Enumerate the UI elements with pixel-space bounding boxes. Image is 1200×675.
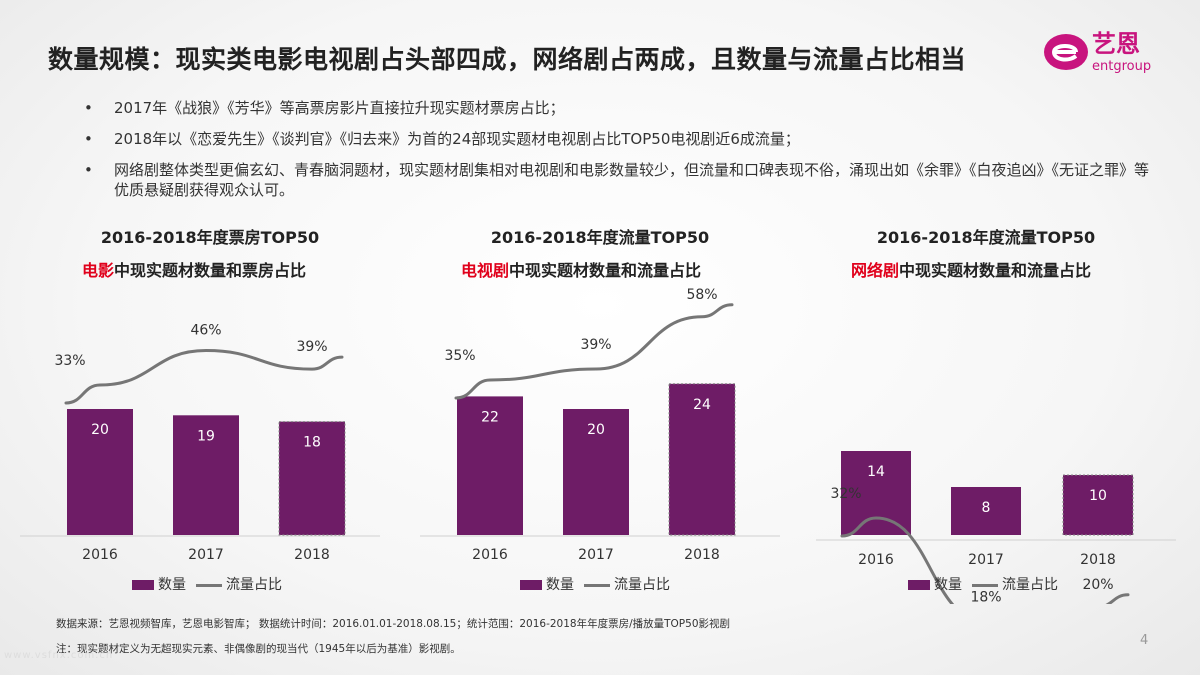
- tv-drama-chart: 2016-2018年度流量TOP50 电视剧中现实题材数量和流量占比 22 201…: [410, 224, 790, 604]
- bar-2018: [668, 383, 736, 536]
- share-line: [454, 303, 734, 400]
- legend-bar-label: 数量: [934, 577, 962, 593]
- chart-subtitle-highlight: 电影: [82, 261, 115, 280]
- logo-subtext: entgroup: [1092, 59, 1151, 74]
- bar-value-label: 20: [587, 422, 605, 438]
- bullet-text: 网络剧整体类型更偏玄幻、青春脑洞题材，现实题材剧集相对电视剧和电影数量较少，但流…: [114, 161, 1150, 199]
- chart-subtitle-rest: 中现实题材数量和流量占比: [899, 261, 1092, 280]
- bar-value-label: 19: [197, 428, 215, 444]
- bar-value-label: 10: [1089, 488, 1107, 504]
- category-tick-label: 2017: [968, 552, 1004, 568]
- share-line: [840, 516, 1130, 604]
- legend-bar-swatch: [520, 580, 542, 590]
- chart-plot: 14 2016 8 2017 10 2018 32% 18% 20%: [816, 451, 1176, 604]
- bullet-dot: •: [84, 99, 93, 117]
- bullet-list: • 2017年《战狼》《芳华》等高票房影片直接拉升现实题材票房占比； • 201…: [84, 98, 1154, 211]
- chart-title: 2016-2018年度票房TOP50: [100, 228, 320, 247]
- logo-text: 艺恩: [1092, 30, 1140, 58]
- bar-2017: [951, 487, 1021, 535]
- chart-subtitle: 电影中现实题材数量和票房占比: [82, 257, 306, 281]
- chart-subtitle-highlight: 网络剧: [851, 261, 900, 280]
- bar-value-label: 22: [481, 409, 499, 425]
- category-tick-label: 2016: [858, 552, 894, 568]
- chart-subtitle-rest: 中现实题材数量和流量占比: [509, 261, 702, 280]
- category-tick-label: 2016: [472, 547, 508, 563]
- bullet-item: • 2017年《战狼》《芳华》等高票房影片直接拉升现实题材票房占比；: [84, 98, 1154, 118]
- legend-line-swatch: [584, 583, 610, 587]
- share-value-label: 20%: [1082, 577, 1113, 593]
- legend-line-swatch: [196, 583, 222, 587]
- chart-subtitle-rest: 中现实题材数量和票房占比: [114, 261, 307, 280]
- bar-value-label: 24: [693, 397, 711, 413]
- share-value-label: 32%: [830, 486, 861, 502]
- chart-subtitle-highlight: 电视剧: [461, 261, 510, 280]
- page-number: 4: [1140, 633, 1149, 648]
- bar-2017: [173, 415, 239, 535]
- bar-2018: [278, 421, 346, 536]
- legend-bar-label: 数量: [158, 577, 186, 593]
- bullet-dot: •: [84, 130, 93, 148]
- page-title: 数量规模：现实类电影电视剧占头部四成，网络剧占两成，且数量与流量占比相当: [48, 45, 967, 74]
- legend-bar-swatch: [132, 580, 154, 590]
- share-value-label: 39%: [580, 337, 611, 353]
- category-tick-label: 2016: [82, 547, 118, 563]
- chart-title: 2016-2018年度流量TOP50: [876, 228, 1096, 247]
- chart-legend: 数量 流量占比: [908, 574, 1058, 594]
- bar-value-label: 8: [982, 500, 991, 516]
- chart-legend: 数量 流量占比: [520, 574, 670, 594]
- legend-bar-swatch: [908, 580, 930, 590]
- chart-subtitle: 网络剧中现实题材数量和流量占比: [851, 257, 1091, 281]
- category-tick-label: 2018: [684, 547, 720, 563]
- share-line: [64, 349, 344, 405]
- bar-2017: [563, 409, 629, 535]
- definition-note: 注：现实题材定义为无超现实元素、非偶像剧的现当代（1945年以后为基准）影视剧。: [56, 643, 461, 655]
- bar-2016: [457, 396, 523, 535]
- bar-value-label: 14: [867, 464, 885, 480]
- chart-legend: 数量 流量占比: [132, 574, 282, 594]
- legend-line-swatch: [972, 583, 998, 587]
- bullet-item: • 网络剧整体类型更偏玄幻、青春脑洞题材，现实题材剧集相对电视剧和电影数量较少，…: [84, 160, 1154, 200]
- legend-line-label: 流量占比: [1002, 577, 1058, 593]
- share-value-label: 35%: [444, 348, 475, 364]
- bullet-text: 2018年以《恋爱先生》《谈判官》《归去来》为首的24部现实题材电视剧占比TOP…: [114, 130, 800, 148]
- bullet-item: • 2018年以《恋爱先生》《谈判官》《归去来》为首的24部现实题材电视剧占比T…: [84, 129, 1154, 149]
- web-drama-chart: 2016-2018年度流量TOP50 网络剧中现实题材数量和流量占比 14 201…: [796, 224, 1176, 604]
- bar-2016: [841, 451, 911, 535]
- category-tick-label: 2018: [1080, 552, 1116, 568]
- category-tick-label: 2018: [294, 547, 330, 563]
- category-tick-label: 2017: [578, 547, 614, 563]
- bar-value-label: 18: [303, 435, 321, 451]
- bar-2016: [67, 409, 133, 535]
- bar-value-label: 20: [91, 422, 109, 438]
- bullet-text: 2017年《战狼》《芳华》等高票房影片直接拉升现实题材票房占比；: [114, 99, 565, 117]
- watermark: www.vsfnx.com.cn: [4, 650, 114, 661]
- entgroup-logo: 艺恩 entgroup: [1044, 30, 1151, 74]
- share-value-label: 39%: [296, 339, 327, 355]
- share-value-label: 33%: [54, 353, 85, 369]
- share-value-label: 46%: [190, 323, 221, 339]
- bar-2018: [1062, 474, 1134, 536]
- share-value-label: 18%: [970, 590, 1001, 604]
- bullet-dot: •: [84, 161, 93, 179]
- chart-title: 2016-2018年度流量TOP50: [490, 228, 710, 247]
- chart-plot: 20 2016 19 2017 18 2018 33% 46% 39%: [20, 323, 380, 563]
- data-source-note: 数据来源：艺恩视频智库，艺恩电影智库； 数据统计时间：2016.01.01-20…: [56, 618, 731, 630]
- legend-line-label: 流量占比: [226, 577, 282, 593]
- legend-bar-label: 数量: [546, 577, 574, 593]
- legend-line-label: 流量占比: [614, 577, 670, 593]
- chart-subtitle: 电视剧中现实题材数量和流量占比: [461, 257, 701, 281]
- chart-plot: 22 2016 20 2017 24 2018 35% 39% 58%: [420, 287, 780, 563]
- movie-chart: 2016-2018年度票房TOP50 电影中现实题材数量和票房占比 20 2016…: [20, 224, 400, 604]
- category-tick-label: 2017: [188, 547, 224, 563]
- share-value-label: 58%: [686, 287, 717, 303]
